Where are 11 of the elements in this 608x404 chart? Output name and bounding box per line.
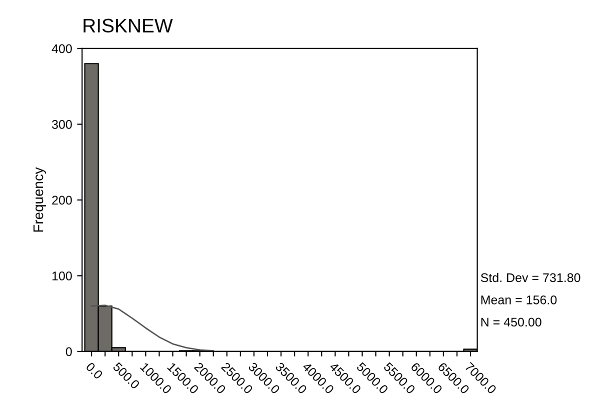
text: N = 450.00 <box>481 318 542 327</box>
y-tick-label: 100 <box>52 272 72 280</box>
y-tick-label: 0 <box>66 347 72 356</box>
x-tick-label: 0.0 <box>85 362 104 380</box>
y-axis-title: Frequency <box>34 167 46 232</box>
text: Std. Dev = 731.80 <box>480 272 580 282</box>
chart-title: RISKNEW <box>84 18 173 33</box>
y-tick-label: 200 <box>52 196 72 205</box>
y-tick-label: 400 <box>52 44 72 54</box>
y-tick-label: 300 <box>52 120 72 129</box>
text: Mean = 156.0 <box>481 295 557 304</box>
